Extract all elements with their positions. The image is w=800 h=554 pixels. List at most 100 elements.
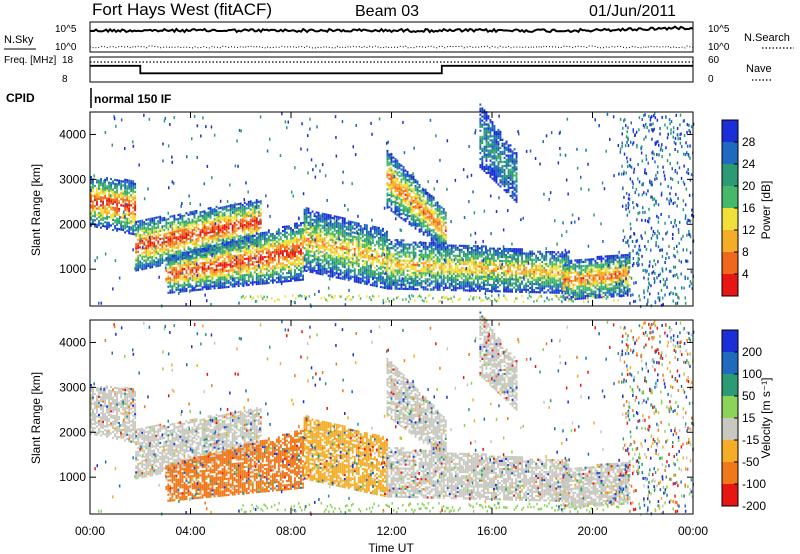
power-cell [177,284,180,287]
power-cell [450,264,453,267]
power-cell [120,194,123,197]
power-cell [203,261,206,265]
power-cell [359,245,362,248]
power-cell [143,255,146,258]
power-cell [282,262,284,265]
power-cell [112,218,114,221]
power-cell [191,218,194,222]
power-cell [337,258,340,261]
power-cell [365,230,368,233]
power-cell [333,263,336,266]
power-cell [400,182,403,185]
power-cell [271,243,274,246]
power-cell [327,274,330,277]
power-cell [139,264,142,267]
power-cell [317,262,320,265]
power-cell [207,267,210,270]
power-cell [221,256,224,259]
power-cell [134,225,137,228]
power-cell [408,269,411,272]
power-cell [213,260,216,264]
power-cell [386,275,389,278]
power-cell [442,238,445,241]
power-cell [231,267,234,270]
power-cell [269,267,272,270]
power-cell [345,262,348,265]
power-cell [444,237,447,240]
power-cell [257,248,260,251]
power-cell [169,221,172,224]
power-cell [191,212,194,216]
power-cell [213,234,216,237]
power-cell [369,253,372,256]
power-cell [189,263,192,266]
power-cell [327,270,330,273]
power-cell [298,272,300,276]
power-cell [321,239,324,242]
power-cell [416,261,419,264]
power-cell [337,266,340,269]
power-cell [408,261,411,264]
power-cell [135,235,138,238]
power-cell [185,289,188,293]
power-cell [351,259,354,262]
power-cell [165,222,168,225]
power-cell [464,279,467,282]
power-cell [255,236,258,239]
power-cell [187,283,190,286]
power-cell [422,266,425,269]
power-cell [282,250,284,253]
power-cell [424,224,427,228]
power-cell [108,205,110,209]
power-cell [114,211,116,214]
power-cell [382,262,384,265]
power-cell [341,233,344,236]
power-cell [371,235,374,238]
power-cell [329,214,332,217]
power-cell [404,169,407,172]
power-cell [440,264,443,267]
power-cell [195,282,198,286]
power-cell [94,195,96,198]
power-cell [351,225,354,228]
power-cell [193,220,196,223]
power-cell [173,230,176,234]
power-cell [402,239,405,242]
power-cell [134,217,137,220]
power-cell [197,272,200,275]
power-cell [275,266,278,270]
power-cell [163,253,166,256]
power-cell [203,212,206,215]
power-cell [177,280,180,283]
power-cell [181,260,184,263]
power-cell [173,241,176,244]
power-cell [147,230,150,233]
power-cell [209,231,212,234]
power-cell [100,200,102,203]
power-cell [410,216,413,219]
power-cell [116,211,118,214]
power-cell [349,241,352,244]
power-cell [195,234,198,237]
power-cell [406,189,409,192]
power-cell [215,268,218,271]
power-cell [183,282,186,285]
power-cell [450,289,453,292]
power-cell [153,223,156,226]
power-cell [323,239,326,242]
power-cell [367,269,370,272]
power-cell [375,285,378,288]
power-cell [114,209,116,212]
power-cell [120,192,123,195]
power-cell [456,268,459,272]
power-cell [305,213,308,216]
power-cell [404,285,407,288]
power-cell [434,236,437,239]
noise-search-label: N.Search [744,32,790,44]
power-cell [153,217,156,220]
power-cell [219,278,222,281]
power-cell [243,240,246,243]
power-cell [418,200,421,203]
power-cell [422,221,425,224]
power-cell [296,246,298,249]
